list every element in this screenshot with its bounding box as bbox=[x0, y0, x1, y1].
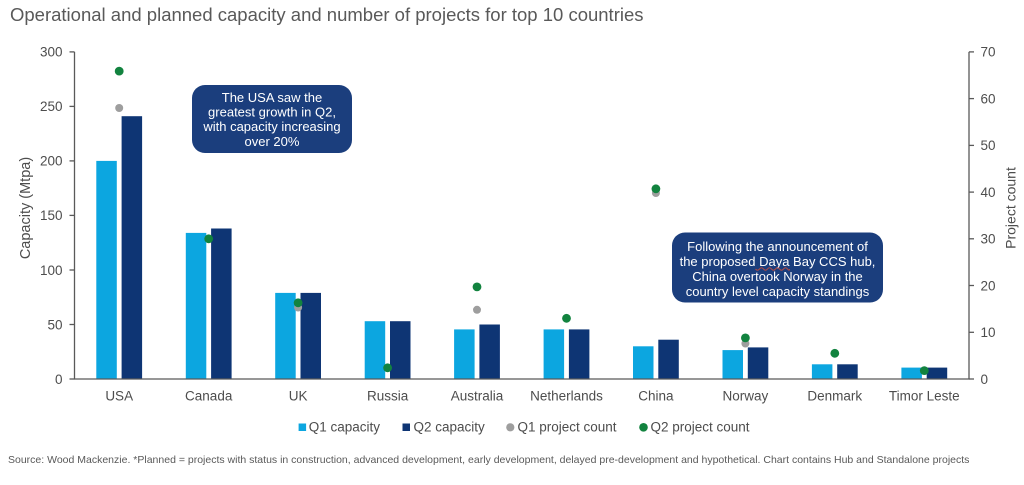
svg-text:over 20%: over 20% bbox=[245, 134, 300, 149]
svg-text:Source: Wood Mackenzie. *Plann: Source: Wood Mackenzie. *Planned = proje… bbox=[8, 454, 969, 466]
svg-text:Timor Leste: Timor Leste bbox=[889, 389, 960, 404]
svg-text:The USA saw the: The USA saw the bbox=[222, 90, 322, 105]
svg-text:50: 50 bbox=[47, 317, 62, 332]
svg-text:Russia: Russia bbox=[367, 389, 409, 404]
svg-text:China: China bbox=[638, 389, 674, 404]
svg-text:250: 250 bbox=[40, 99, 63, 114]
svg-text:Q2 project count: Q2 project count bbox=[651, 419, 750, 434]
svg-text:Q2 capacity: Q2 capacity bbox=[414, 419, 486, 434]
svg-text:70: 70 bbox=[981, 45, 996, 60]
svg-text:country level capacity standin: country level capacity standings bbox=[686, 284, 870, 299]
svg-text:with capacity increasing: with capacity increasing bbox=[202, 119, 340, 134]
svg-text:100: 100 bbox=[40, 263, 63, 278]
svg-text:0: 0 bbox=[981, 372, 989, 387]
svg-text:Q1 project count: Q1 project count bbox=[518, 419, 617, 434]
svg-text:10: 10 bbox=[981, 325, 996, 340]
svg-text:Norway: Norway bbox=[723, 389, 769, 404]
svg-text:0: 0 bbox=[55, 372, 63, 387]
svg-text:Australia: Australia bbox=[451, 389, 504, 404]
svg-text:Following the announcement of: Following the announcement of bbox=[687, 239, 868, 254]
svg-text:Q1 capacity: Q1 capacity bbox=[309, 419, 381, 434]
svg-text:China overtook Norway in the: China overtook Norway in the bbox=[692, 269, 863, 284]
svg-text:Operational and planned capaci: Operational and planned capacity and num… bbox=[10, 4, 644, 25]
svg-text:USA: USA bbox=[105, 389, 133, 404]
svg-text:greatest growth in Q2,: greatest growth in Q2, bbox=[208, 105, 336, 120]
svg-text:60: 60 bbox=[981, 91, 996, 106]
svg-text:30: 30 bbox=[981, 232, 996, 247]
svg-text:150: 150 bbox=[40, 208, 63, 223]
svg-text:Project count: Project count bbox=[1003, 167, 1019, 249]
svg-text:Capacity (Mtpa): Capacity (Mtpa) bbox=[18, 157, 34, 259]
svg-text:Canada: Canada bbox=[185, 389, 233, 404]
svg-text:200: 200 bbox=[40, 154, 63, 169]
svg-text:Netherlands: Netherlands bbox=[530, 389, 603, 404]
svg-text:Denmark: Denmark bbox=[807, 389, 862, 404]
svg-text:20: 20 bbox=[981, 278, 996, 293]
svg-text:40: 40 bbox=[981, 185, 996, 200]
svg-text:UK: UK bbox=[289, 389, 308, 404]
svg-text:50: 50 bbox=[981, 138, 996, 153]
svg-text:the proposed Daya Bay CCS hub,: the proposed Daya Bay CCS hub, bbox=[680, 254, 876, 269]
svg-text:300: 300 bbox=[40, 45, 63, 60]
